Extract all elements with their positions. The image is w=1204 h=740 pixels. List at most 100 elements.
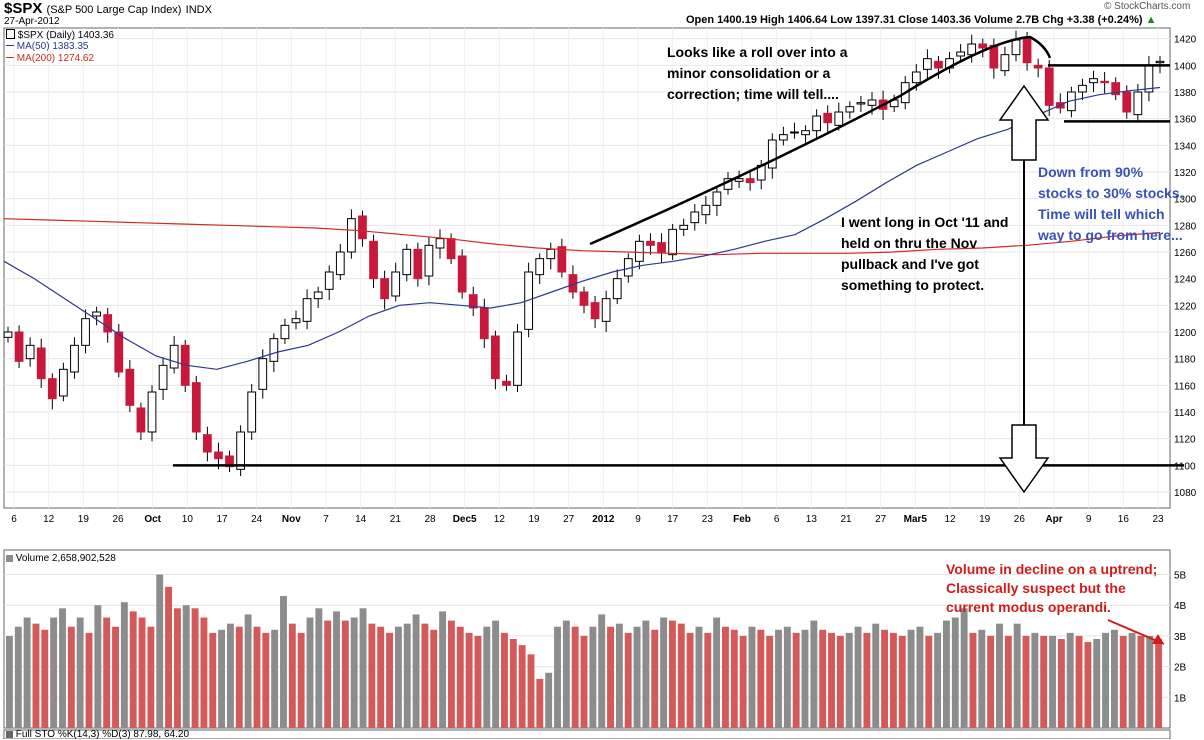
date-tick-label: 19: [979, 514, 991, 525]
volume-bar: [209, 632, 217, 728]
candle-body: [236, 431, 245, 470]
volume-bar: [536, 678, 544, 728]
candle-body: [1044, 67, 1054, 106]
volume-bar: [996, 623, 1003, 728]
volume-bar: [492, 620, 500, 728]
volume-bar: [783, 626, 791, 728]
date-tick-label: 10: [182, 514, 194, 525]
date-tick-label: Mar5: [904, 514, 928, 525]
candle-body: [313, 291, 323, 300]
candle-body: [280, 324, 290, 340]
candle-body: [1155, 60, 1165, 64]
annotation-line: Classically suspect but the: [946, 580, 1126, 596]
candle-body: [834, 111, 844, 126]
candle-body: [1100, 80, 1109, 84]
volume-bar: [527, 654, 535, 728]
volume-bar: [439, 611, 447, 728]
volume-bar: [907, 629, 915, 728]
volume-bar: [889, 632, 897, 728]
volume-bar: [103, 617, 111, 728]
volume-bar: [969, 632, 977, 728]
candle-body: [92, 311, 101, 317]
price-tick-label: 1380: [1174, 88, 1197, 99]
date-tick-label: 26: [1014, 514, 1026, 525]
volume-bar: [819, 629, 827, 728]
candle-body: [291, 318, 301, 324]
volume-bar: [704, 632, 712, 728]
candle-body: [745, 178, 755, 184]
volume-bar: [218, 629, 226, 728]
candle-body: [446, 238, 456, 260]
volume-bar: [1049, 635, 1056, 728]
volume-bar: [651, 629, 659, 728]
candle-body: [1111, 82, 1121, 96]
watermark: © StockCharts.com: [1104, 1, 1191, 12]
volume-bar: [934, 632, 942, 728]
candle-body: [347, 218, 356, 253]
volume-bar: [412, 614, 420, 728]
volume-bar: [50, 617, 58, 728]
candle-body: [767, 139, 777, 169]
volume-bar: [94, 605, 102, 728]
volume-bar: [1075, 635, 1083, 728]
date-tick-label: 6: [11, 514, 17, 525]
volume-bar: [898, 635, 906, 728]
candle-body: [203, 434, 212, 453]
volume-bar: [297, 632, 305, 728]
sto-swatch: [6, 731, 13, 738]
candle-body: [712, 191, 722, 206]
price-tick-label: 1400: [1174, 61, 1197, 72]
volume-bar: [1057, 639, 1065, 728]
volume-tick-label: 1B: [1174, 693, 1187, 704]
volume-bar: [943, 620, 950, 728]
volume-bar: [138, 617, 146, 728]
candle-body: [845, 106, 855, 113]
candle-body: [158, 364, 168, 390]
volume-bar: [730, 629, 738, 728]
price-tick-label: 1160: [1174, 381, 1196, 392]
volume-bar: [67, 626, 75, 728]
date-tick-label: Feb: [733, 514, 751, 525]
volume-bar: [757, 629, 765, 728]
volume-bar: [120, 602, 128, 728]
index-name: (S&P 500 Large Cap Index): [46, 4, 182, 16]
volume-bar: [589, 626, 597, 728]
volume-bar: [6, 635, 13, 728]
volume-bar: [182, 605, 190, 728]
candle-body: [657, 242, 666, 253]
quote-values: Open 1400.19 High 1406.64 Low 1397.31 Cl…: [686, 14, 1143, 26]
candle-body: [247, 391, 257, 433]
candle-body: [225, 455, 234, 468]
volume-bar: [836, 635, 844, 728]
date-tick-label: 14: [355, 514, 367, 525]
volume-bar: [288, 623, 296, 728]
volume-bar: [660, 617, 668, 728]
date-tick-label: 17: [216, 514, 228, 525]
candle-body: [214, 451, 223, 460]
volume-bar: [333, 611, 340, 728]
price-tick-label: 1300: [1174, 195, 1197, 206]
date-tick-label: 12: [944, 514, 956, 525]
candle-body: [934, 60, 943, 69]
candle-body: [1033, 64, 1043, 69]
legend-sto: Full STO %K(14,3) %D(3) 87.98, 64.20: [6, 729, 189, 740]
volume-bar: [1013, 623, 1021, 728]
candle-body: [734, 178, 744, 182]
volume-bar: [1128, 632, 1136, 728]
volume-bar: [23, 617, 31, 728]
candle-body: [701, 204, 711, 216]
candle-body: [380, 278, 389, 300]
date-tick-label: Oct: [144, 514, 161, 525]
date-tick-label: 9: [1086, 514, 1092, 525]
candle-body: [956, 51, 965, 57]
candle-body: [911, 71, 921, 84]
candle-body: [779, 134, 788, 141]
annotation-line: way to go from here...: [1038, 227, 1183, 243]
candle-body: [1000, 54, 1010, 72]
chart-date: 27-Apr-2012: [4, 16, 60, 27]
volume-bar: [1031, 632, 1039, 728]
annotation-line: Time will tell which: [1038, 206, 1165, 222]
volume-bar: [801, 629, 809, 728]
volume-bar: [32, 623, 40, 728]
